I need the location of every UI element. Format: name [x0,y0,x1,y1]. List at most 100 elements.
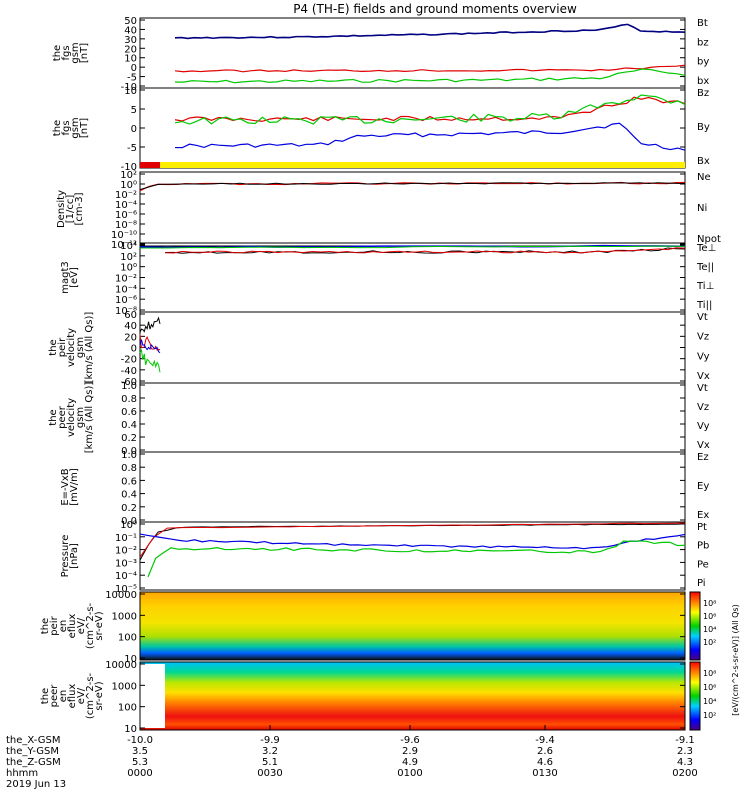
y-tick-label: 10⁻¹ [115,533,137,544]
y-axis-label: [km/s (All Qs)] [84,382,95,454]
y-tick-label: 10⁻⁸ [115,306,137,317]
y-tick-label: 100 [118,703,137,714]
panel-frame [139,591,686,661]
y-axis-label: gsm [70,117,81,138]
y-axis-label: peer [49,684,60,708]
ni-trace [139,182,686,191]
colorbar-tick: 10⁶ [703,612,716,621]
y-tick-label: 1000 [112,611,137,622]
footer-value: 3.2 [262,746,278,757]
colorbar-top [689,591,701,661]
y-tick-label: -40 [121,366,137,377]
y-tick-label: 0.4 [121,420,137,431]
y-axis-label: sr-eV) [94,681,105,710]
y-tick-label: 0.4 [121,490,137,501]
y-tick-label: 0 [131,63,137,74]
y-axis-label: eV/ [76,687,87,704]
vx-trace [139,339,161,354]
legend-entry: Ni [697,203,707,214]
legend-entry: Ey [697,481,709,492]
colorbar-tick: 10² [703,711,716,720]
colorbar-tick: 10⁴ [703,697,716,706]
vz-trace [139,334,161,351]
y-axis-label: [1/cc] [65,195,76,224]
y-axis-label: Pressure [60,535,71,578]
y-tick-label: 0 [131,124,137,135]
y-tick-label: 0.2 [121,433,137,444]
footer-date: 2019 Jun 13 [6,779,66,790]
y-axis-label: E=-VxB [60,468,71,505]
panel-pressure: 10⁰ 10⁻¹ 10⁻²10⁻³ 10⁻⁴ 10⁻⁵ Pressure[nPa] Pt Pb… [60,520,709,595]
y-axis-label: peir [49,615,60,635]
y-tick-label: 10 [124,86,137,97]
panel-frame [139,382,686,453]
legend-entry: Bt [697,18,708,29]
y-axis-label: [nT] [79,118,90,138]
y-axis-label: fgs [61,45,72,60]
footer-value: 4.6 [537,757,553,768]
chart-title: P4 (TH-E) fields and ground moments over… [293,2,577,16]
y-axis-label: [mV/m] [69,468,80,506]
spectrogram-peir [140,592,685,660]
y-axis-label: [nT] [79,43,90,63]
pe-trace [147,540,686,578]
spectrogram-peer [140,662,685,730]
y-axis-label: magt3 [60,261,71,294]
y-tick-label: -5 [127,143,137,154]
legend-entry: Pe [697,559,709,570]
legend-entry: Vx [697,440,710,451]
mode-bar-yellow [160,162,685,168]
y-tick-label: 10⁻⁴ [115,200,137,211]
footer-value: -9.9 [260,735,280,746]
footer-value: -10.0 [127,735,153,746]
y-tick-label: 100 [118,633,137,644]
y-tick-label: 10000 [105,590,137,601]
y-tick-label: 10² [120,170,137,181]
vt-trace [139,316,161,333]
y-tick-label: 10⁰ [120,180,137,191]
y-axis-label: en [58,690,69,703]
mode-bar-red [140,162,160,168]
y-axis-label: the [52,120,63,136]
y-axis-label: the [40,618,51,634]
mode-bar [140,162,685,168]
y-tick-label: -60 [121,377,137,388]
y-tick-label: 50 [124,16,137,27]
y-tick-label: 10⁻⁸ [115,220,137,231]
y-tick-label: 10⁴ [120,241,137,252]
y-axis-label: [cm-3] [74,192,85,225]
footer-value: 0130 [532,768,557,779]
y-tick-label: 0.0 [121,516,137,527]
y-tick-label: -20 [121,355,137,366]
y-axis-label: peir [57,337,68,357]
y-tick-label: 10⁻⁵ [115,584,137,595]
y-tick-label: 10⁻⁶ [115,295,137,306]
y-axis-label: peer [57,405,68,429]
y-tick-label: 60 [124,310,137,321]
footer-value: 2.3 [677,746,693,757]
y-tick-label: -10 [121,162,137,173]
legend-entry: Ti⊥ [696,281,714,292]
y-tick-label: 20 [124,44,137,55]
y-tick-label: 0.6 [121,407,137,418]
footer-value: -9.6 [400,735,420,746]
footer-value: 3.5 [132,746,148,757]
ti-para-trace [139,245,686,249]
y-tick-label: 10² [120,252,137,263]
colorbar-tick: 10⁸ [703,669,716,678]
y-axis-label: Density [56,190,67,228]
pb-trace [139,522,686,558]
y-axis-label: gsm [75,337,86,358]
y-tick-label: 30 [124,35,137,46]
y-axis-label: [km/s (All Qs)] [84,312,95,384]
legend-entry: Pb [697,541,709,552]
vy-trace [139,348,161,373]
y-axis-label: [eV] [69,267,80,288]
y-tick-label: 5 [131,105,137,116]
footer-value: -9.4 [535,735,555,746]
bz-trace [174,64,686,73]
y-tick-label: 10⁻² [115,190,137,201]
y-axis-label: the [48,339,59,355]
